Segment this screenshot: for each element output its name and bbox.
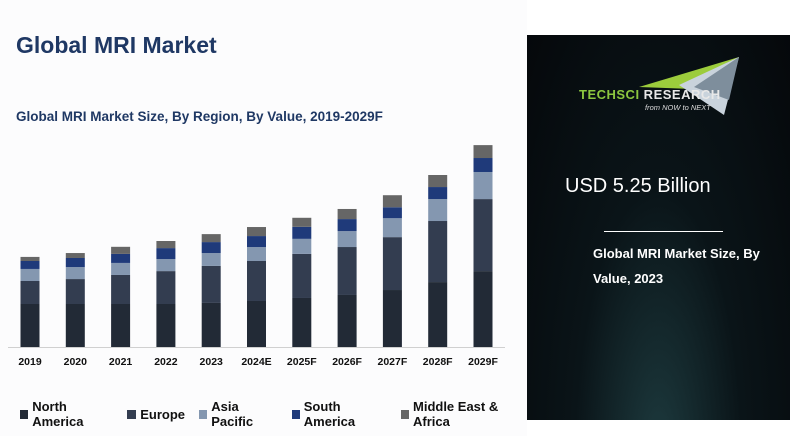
- bar-segment-north-america-2027F: [382, 290, 402, 347]
- bar-segment-middle-east-africa-2025F: [292, 217, 312, 227]
- x-tick-label: 2020: [64, 356, 88, 368]
- bar-segment-south-america-2023: [201, 242, 221, 254]
- bar-segment-south-america-2024E: [247, 236, 266, 248]
- bar-segment-asia-pacific-2021: [111, 262, 131, 275]
- bar-segment-europe-2020: [65, 279, 85, 304]
- bar-segment-asia-pacific-2024E: [247, 247, 266, 261]
- logo-tagline: from NOW to NEXT: [645, 103, 711, 112]
- bar-segment-asia-pacific-2019: [20, 268, 40, 281]
- bar-segment-middle-east-africa-2028F: [428, 175, 448, 188]
- bar-segment-south-america-2025F: [292, 226, 312, 239]
- info-panel: TECHSCI RESEARCH from NOW to NEXT USD 5.…: [527, 35, 790, 420]
- legend-swatch: [400, 409, 409, 419]
- x-tick-label: 2026F: [332, 356, 362, 368]
- bar-segment-europe-2022: [156, 271, 176, 304]
- bar-segment-north-america-2024E: [247, 300, 266, 347]
- bar-segment-north-america-2026F: [337, 294, 357, 347]
- bar-segment-middle-east-africa-2027F: [382, 195, 402, 208]
- legend-label: Europe: [140, 406, 186, 422]
- bar-segment-north-america-2022: [156, 304, 176, 347]
- legend-item: Asia Pacific: [199, 399, 278, 429]
- x-tick-label: 2024E: [241, 356, 271, 368]
- chart-title: Global MRI Market Size, By Region, By Va…: [16, 109, 383, 124]
- legend-item: North America: [20, 399, 113, 429]
- page-title: Global MRI Market: [16, 32, 217, 58]
- x-tick-label: 2025F: [287, 356, 317, 368]
- bar-segment-asia-pacific-2025F: [292, 238, 312, 254]
- bar-segment-north-america-2029F: [473, 271, 493, 347]
- legend-swatch: [20, 409, 29, 419]
- bar-segment-europe-2021: [111, 274, 131, 304]
- market-value: USD 5.25 Billion: [565, 175, 711, 197]
- bar-segment-north-america-2028F: [428, 282, 448, 347]
- bar-segment-middle-east-africa-2019: [20, 256, 40, 261]
- bar-segment-north-america-2021: [111, 304, 131, 347]
- x-tick-label: 2023: [200, 356, 224, 368]
- x-tick-label: 2021: [109, 356, 133, 368]
- x-tick-label: 2027F: [378, 356, 408, 368]
- bar-segment-middle-east-africa-2026F: [337, 208, 357, 220]
- x-tick-label: 2028F: [423, 356, 453, 368]
- legend-swatch: [127, 409, 137, 419]
- legend-label: North America: [32, 399, 84, 429]
- legend-item: Europe: [127, 399, 185, 429]
- bar-segment-south-america-2027F: [382, 207, 402, 219]
- bar-chart: 2019 2020 2021 2022 2023 2024E 2025F 2026F 2027F…: [8, 145, 505, 368]
- legend-item: South America: [291, 399, 387, 429]
- chart-area: Global MRI Market Global MRI Market Size…: [8, 32, 527, 429]
- legend-item: Middle East & Africa: [400, 399, 527, 429]
- bar-segment-south-america-2022: [156, 248, 176, 260]
- bar-segment-europe-2029F: [473, 199, 493, 272]
- bar-segment-middle-east-africa-2022: [156, 241, 176, 249]
- bar-segment-middle-east-africa-2024E: [247, 227, 266, 237]
- x-tick-label: 2022: [154, 356, 178, 368]
- bar-segment-middle-east-africa-2021: [111, 246, 131, 254]
- bar-segment-asia-pacific-2027F: [382, 218, 402, 238]
- bar-segment-south-america-2029F: [473, 158, 493, 172]
- bar-segment-south-america-2019: [20, 261, 40, 269]
- x-tick-label: 2019: [18, 356, 42, 368]
- bar-segment-asia-pacific-2020: [65, 267, 85, 280]
- bar-segment-europe-2028F: [428, 221, 448, 283]
- legend-label: Middle East & Africa: [413, 399, 499, 429]
- bar-segment-asia-pacific-2026F: [337, 231, 357, 248]
- bar-segment-europe-2025F: [292, 253, 312, 298]
- bar-segment-south-america-2021: [111, 253, 131, 263]
- legend: North America Europe Asia Pacific South Ame…: [20, 399, 527, 429]
- bar-segment-middle-east-africa-2029F: [473, 145, 493, 159]
- divider: [604, 231, 723, 232]
- bar-segment-south-america-2026F: [337, 219, 357, 232]
- x-tick-label: 2029F: [468, 356, 498, 368]
- bar-segment-south-america-2028F: [428, 187, 448, 200]
- bar-segment-middle-east-africa-2020: [65, 253, 85, 258]
- bar-segment-north-america-2025F: [292, 297, 312, 347]
- bar-segment-asia-pacific-2029F: [473, 171, 493, 200]
- legend-swatch: [291, 409, 300, 419]
- bar-segment-north-america-2019: [20, 304, 40, 347]
- logo-text: TECHSCI RESEARCH: [579, 87, 721, 102]
- techsci-logo-icon: [639, 57, 739, 115]
- bar-segment-asia-pacific-2023: [201, 253, 221, 266]
- bar-segment-asia-pacific-2028F: [428, 199, 448, 222]
- legend-label: Asia Pacific: [211, 399, 254, 429]
- bar-segment-europe-2019: [20, 280, 40, 304]
- bar-segment-north-america-2023: [201, 302, 221, 347]
- bar-segment-europe-2027F: [382, 237, 402, 291]
- legend-swatch: [199, 409, 208, 419]
- bar-segment-europe-2024E: [247, 261, 266, 301]
- bar-segment-europe-2023: [201, 265, 221, 303]
- market-value-description: Global MRI Market Size, By Value, 2023: [593, 246, 760, 286]
- bar-segment-north-america-2020: [65, 304, 85, 347]
- bar-segment-europe-2026F: [337, 247, 357, 295]
- bar-segment-middle-east-africa-2023: [201, 234, 221, 243]
- bar-segment-south-america-2020: [65, 257, 85, 268]
- bar-segment-asia-pacific-2022: [156, 259, 176, 272]
- legend-label: South America: [303, 399, 356, 429]
